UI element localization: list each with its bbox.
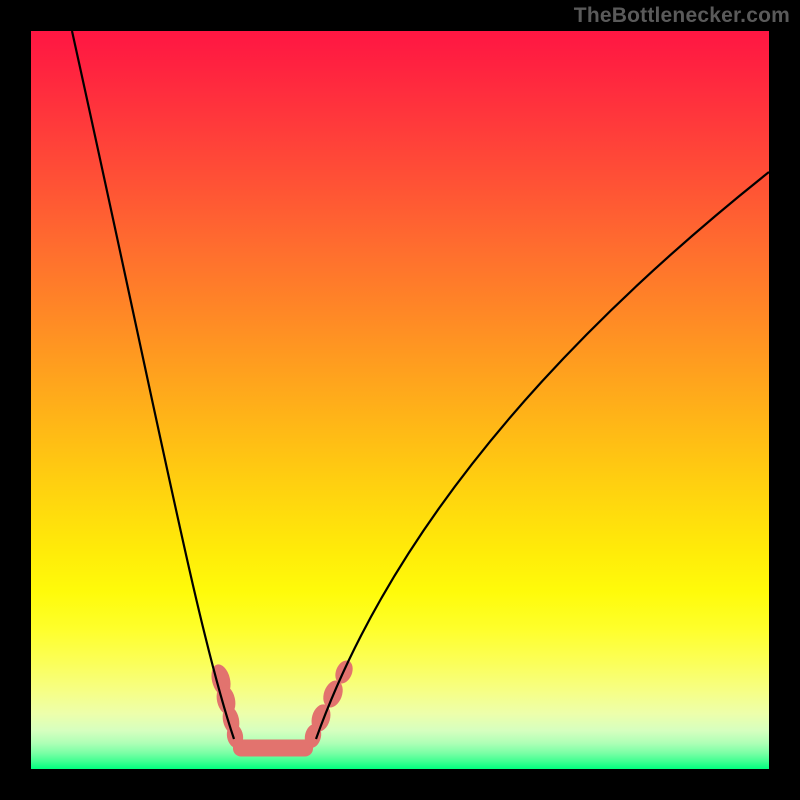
gradient-background (31, 31, 769, 769)
watermark-text: TheBottlenecker.com (574, 4, 790, 28)
plot-area (31, 31, 769, 769)
chart-frame: TheBottlenecker.com (0, 0, 800, 800)
bottleneck-chart-svg (31, 31, 769, 769)
